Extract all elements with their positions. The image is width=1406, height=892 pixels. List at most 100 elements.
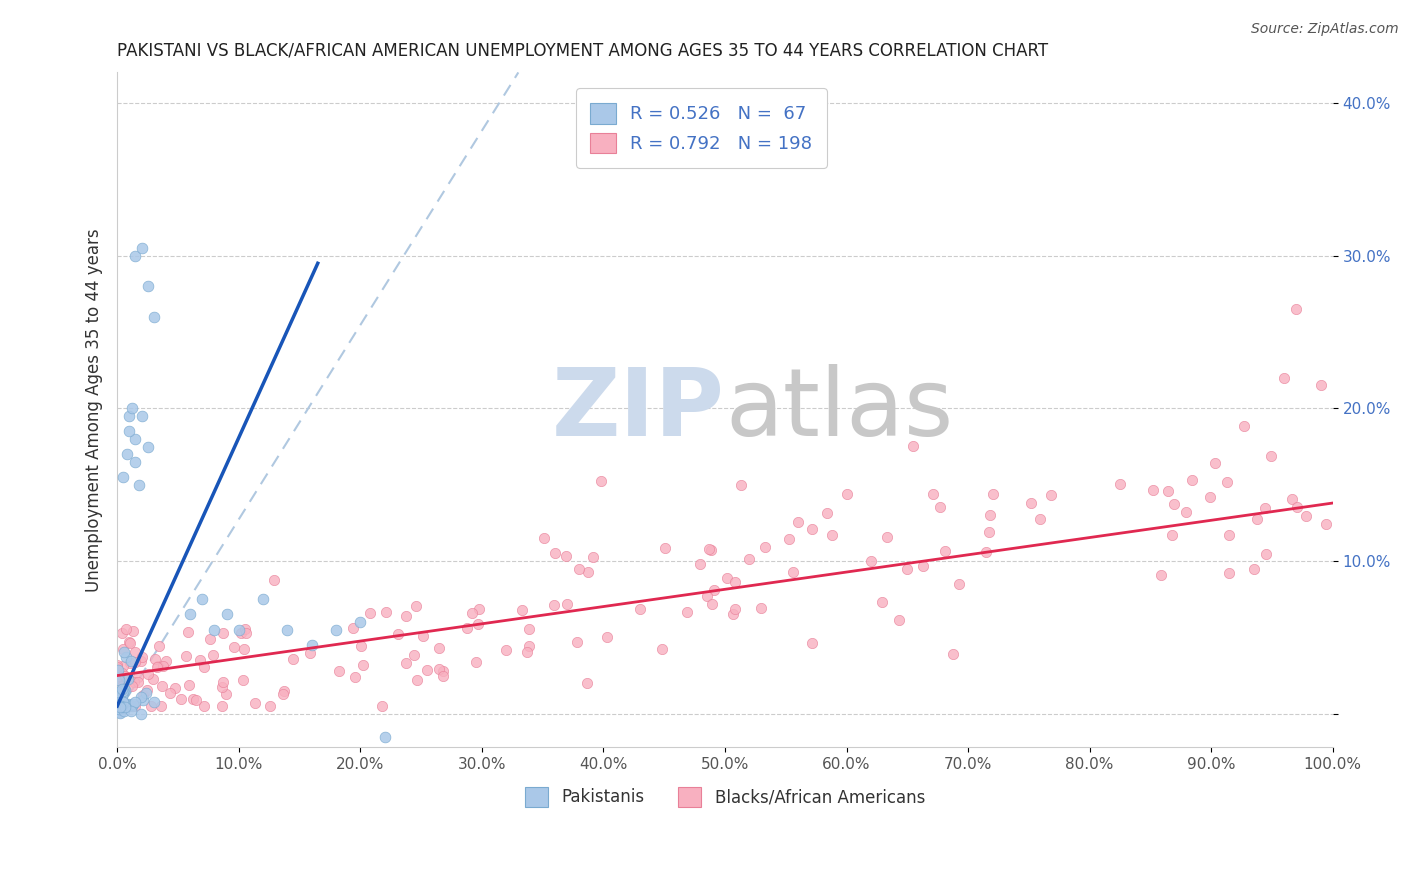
Point: [948, 577, 970, 591]
Point: [461, 607, 484, 621]
Point: [749, 600, 772, 615]
Point: [211, 699, 233, 714]
Point: [821, 528, 844, 542]
Point: [124, 695, 146, 709]
Point: [1243, 562, 1265, 576]
Point: [114, 669, 136, 683]
Point: [468, 602, 491, 616]
Point: [141, 699, 163, 714]
Point: [107, 682, 129, 697]
Point: [107, 664, 129, 678]
Point: [870, 595, 893, 609]
Point: [193, 659, 215, 673]
Point: [121, 698, 143, 713]
Point: [191, 592, 214, 607]
Point: [110, 703, 132, 717]
Point: [235, 626, 257, 640]
Point: [124, 645, 146, 659]
Point: [276, 623, 298, 637]
Point: [129, 706, 152, 721]
Point: [136, 440, 159, 454]
Point: [105, 676, 128, 690]
Point: [730, 478, 752, 492]
Point: [375, 606, 398, 620]
Point: [1254, 547, 1277, 561]
Point: [1157, 483, 1180, 498]
Point: [111, 679, 134, 693]
Point: [111, 642, 134, 657]
Point: [107, 668, 129, 682]
Point: [837, 487, 859, 501]
Point: [427, 641, 450, 656]
Point: [555, 598, 578, 612]
Legend: Pakistanis, Blacks/African Americans: Pakistanis, Blacks/African Americans: [519, 780, 932, 814]
Point: [876, 530, 898, 544]
Point: [738, 551, 761, 566]
Point: [163, 681, 186, 695]
Point: [184, 693, 207, 707]
Point: [107, 696, 129, 710]
Point: [371, 699, 394, 714]
Point: [132, 688, 155, 702]
Point: [1019, 496, 1042, 510]
Point: [121, 624, 143, 638]
Point: [387, 627, 409, 641]
Point: [344, 670, 367, 684]
Point: [132, 693, 155, 707]
Point: [1281, 491, 1303, 506]
Point: [124, 455, 146, 469]
Point: [114, 699, 136, 714]
Point: [124, 655, 146, 669]
Point: [1295, 509, 1317, 524]
Point: [325, 623, 347, 637]
Point: [1286, 500, 1309, 514]
Point: [118, 424, 141, 438]
Point: [105, 658, 128, 673]
Point: [896, 561, 918, 575]
Point: [233, 623, 256, 637]
Point: [517, 639, 540, 653]
Point: [204, 623, 226, 637]
Point: [131, 409, 153, 423]
Point: [1218, 528, 1240, 542]
Point: [131, 649, 153, 664]
Point: [716, 571, 738, 585]
Point: [675, 606, 697, 620]
Point: [110, 686, 132, 700]
Point: [198, 632, 221, 646]
Y-axis label: Unemployment Among Ages 35 to 44 years: Unemployment Among Ages 35 to 44 years: [86, 228, 103, 591]
Point: [124, 432, 146, 446]
Point: [263, 573, 285, 587]
Point: [1142, 483, 1164, 497]
Point: [1233, 419, 1256, 434]
Point: [114, 683, 136, 698]
Point: [142, 673, 165, 687]
Point: [815, 507, 838, 521]
Point: [981, 486, 1004, 500]
Point: [107, 681, 129, 695]
Point: [427, 662, 450, 676]
Point: [118, 409, 141, 423]
Point: [702, 598, 724, 612]
Point: [889, 613, 911, 627]
Point: [589, 474, 612, 488]
Point: [111, 665, 134, 680]
Point: [122, 697, 145, 711]
Point: [979, 508, 1001, 522]
Point: [179, 678, 201, 692]
Point: [136, 279, 159, 293]
Point: [111, 700, 134, 714]
Point: [565, 634, 588, 648]
Point: [575, 676, 598, 690]
Point: [117, 697, 139, 711]
Point: [202, 648, 225, 663]
Point: [359, 607, 381, 621]
Point: [696, 590, 718, 604]
Point: [110, 681, 132, 696]
Point: [1198, 490, 1220, 504]
Point: [754, 540, 776, 554]
Point: [115, 447, 138, 461]
Point: [654, 541, 676, 555]
Point: [115, 622, 138, 636]
Point: [787, 515, 810, 529]
